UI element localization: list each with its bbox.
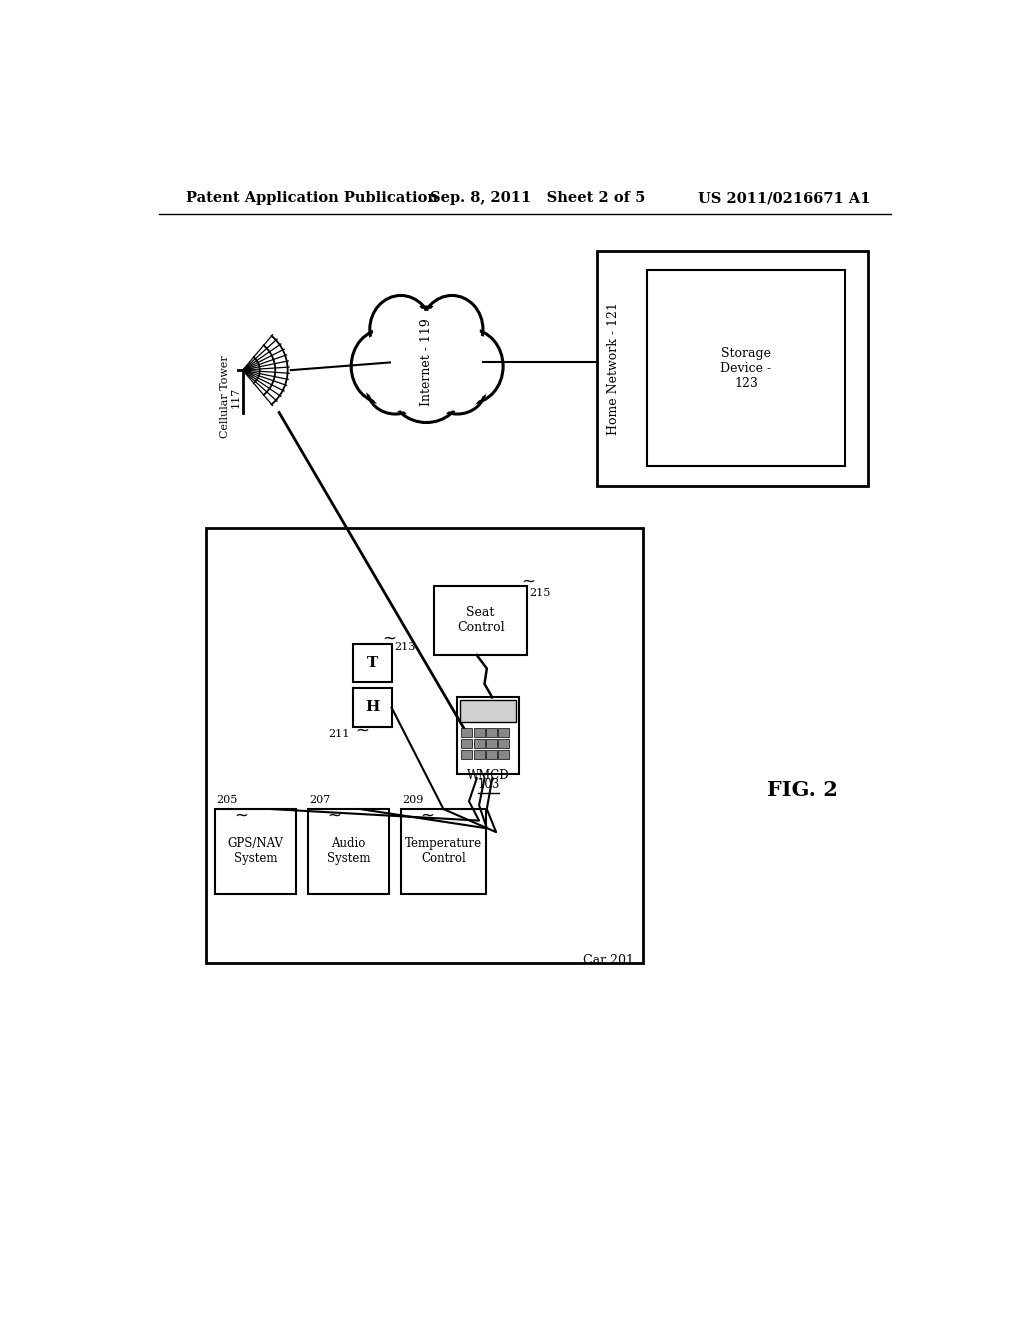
Bar xyxy=(474,750,484,759)
Bar xyxy=(499,750,509,759)
Bar xyxy=(597,251,868,486)
Text: FIG. 2: FIG. 2 xyxy=(767,780,838,800)
Bar xyxy=(308,809,389,894)
Text: 103: 103 xyxy=(477,779,500,792)
Text: Car 201: Car 201 xyxy=(583,954,634,966)
Text: Cellular Tower
117: Cellular Tower 117 xyxy=(219,355,241,438)
Ellipse shape xyxy=(351,330,417,404)
Bar xyxy=(647,271,845,466)
Text: Seat
Control: Seat Control xyxy=(457,606,505,635)
Ellipse shape xyxy=(429,364,485,414)
Text: 211: 211 xyxy=(328,730,349,739)
Bar xyxy=(486,739,497,748)
Bar xyxy=(474,739,484,748)
Ellipse shape xyxy=(384,308,469,403)
Text: ~: ~ xyxy=(382,630,396,648)
Text: Internet - 119: Internet - 119 xyxy=(420,318,433,405)
Bar xyxy=(206,528,643,964)
Ellipse shape xyxy=(432,368,482,411)
Text: 215: 215 xyxy=(529,589,551,598)
Bar xyxy=(474,729,484,738)
Text: 213: 213 xyxy=(394,643,415,652)
Bar xyxy=(461,739,472,748)
Bar xyxy=(458,697,519,775)
Text: Audio
System: Audio System xyxy=(327,837,371,866)
Bar xyxy=(352,644,391,682)
Bar xyxy=(400,809,486,894)
Text: Temperature
Control: Temperature Control xyxy=(404,837,482,866)
Ellipse shape xyxy=(388,312,465,399)
Bar xyxy=(434,586,527,655)
Ellipse shape xyxy=(392,364,461,422)
Text: Sep. 8, 2011   Sheet 2 of 5: Sep. 8, 2011 Sheet 2 of 5 xyxy=(430,191,645,206)
Bar xyxy=(352,688,391,726)
Bar xyxy=(461,750,472,759)
Bar xyxy=(486,729,497,738)
Bar xyxy=(461,729,472,738)
Bar xyxy=(486,750,497,759)
Ellipse shape xyxy=(373,298,429,360)
Bar xyxy=(499,739,509,748)
Ellipse shape xyxy=(368,364,423,414)
Text: T: T xyxy=(367,656,378,669)
Ellipse shape xyxy=(355,333,413,400)
Text: ~: ~ xyxy=(521,573,535,591)
Text: ~: ~ xyxy=(234,807,248,824)
Text: Storage
Device -
123: Storage Device - 123 xyxy=(721,347,772,389)
Text: 209: 209 xyxy=(402,795,424,805)
Bar xyxy=(215,809,296,894)
Ellipse shape xyxy=(424,298,480,360)
Text: WMCD: WMCD xyxy=(467,770,510,781)
Ellipse shape xyxy=(370,296,432,363)
Text: ~: ~ xyxy=(328,807,341,824)
Ellipse shape xyxy=(395,367,458,420)
Text: Home Network - 121: Home Network - 121 xyxy=(607,302,621,434)
Bar xyxy=(461,701,516,722)
Text: Patent Application Publication: Patent Application Publication xyxy=(186,191,438,206)
Text: H: H xyxy=(365,701,379,714)
Text: GPS/NAV
System: GPS/NAV System xyxy=(227,837,284,866)
Text: 207: 207 xyxy=(309,795,331,805)
Text: ~: ~ xyxy=(355,722,369,739)
Text: 205: 205 xyxy=(216,795,238,805)
Text: ~: ~ xyxy=(420,807,434,824)
Ellipse shape xyxy=(442,333,500,400)
Ellipse shape xyxy=(438,330,503,404)
Bar xyxy=(499,729,509,738)
Ellipse shape xyxy=(421,296,483,363)
Text: US 2011/0216671 A1: US 2011/0216671 A1 xyxy=(697,191,870,206)
Ellipse shape xyxy=(371,368,420,411)
